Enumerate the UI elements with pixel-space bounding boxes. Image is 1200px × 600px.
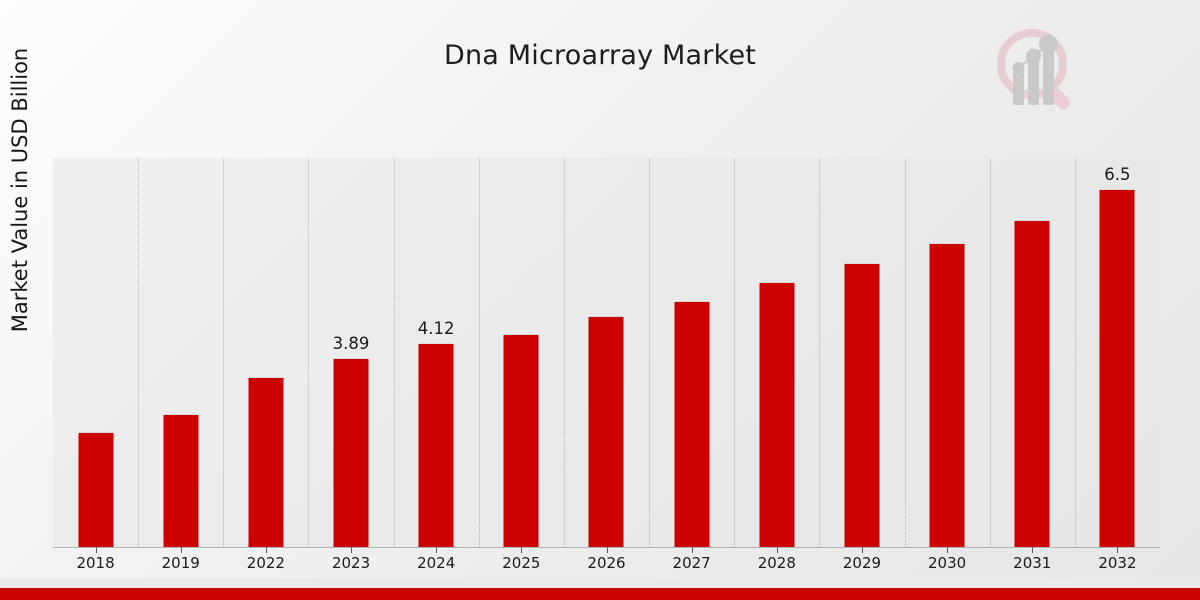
plot-area: 3.89 4.12 6.5: [53, 158, 1160, 547]
x-tick-2024: [436, 547, 437, 553]
x-tick-label-2025: 2025: [502, 554, 541, 572]
x-tick-label-2022: 2022: [246, 554, 285, 572]
bar-slot: [905, 158, 990, 547]
grid-line: [563, 158, 565, 547]
grid-line: [138, 158, 140, 547]
x-tick-2027: [692, 547, 693, 553]
x-tick-2025: [521, 547, 522, 553]
grid-line: [819, 158, 821, 547]
x-tick-2026: [607, 547, 608, 553]
bar-slot: [223, 158, 308, 547]
x-tick-label-2026: 2026: [587, 554, 626, 572]
x-tick-label-2031: 2031: [1013, 554, 1052, 572]
bar-value-label-2023: 3.89: [332, 334, 370, 354]
x-tick-label-2032: 2032: [1098, 554, 1137, 572]
bar-2026[interactable]: [588, 315, 624, 547]
bar-value-label-2024: 4.12: [417, 319, 455, 339]
bar-2023[interactable]: [333, 358, 369, 547]
y-axis-label: Market Value in USD Billion: [8, 47, 32, 333]
bar-2025[interactable]: [503, 333, 539, 547]
footer-accent-bar: [0, 588, 1200, 600]
bar-value-label-2032: 6.5: [1104, 165, 1131, 185]
x-tick-2023: [351, 547, 352, 553]
x-tick-2030: [947, 547, 948, 553]
bar-2029[interactable]: [844, 263, 880, 547]
bar-2019[interactable]: [163, 414, 199, 547]
x-tick-label-2030: 2030: [928, 554, 967, 572]
x-tick-label-2029: 2029: [842, 554, 882, 572]
bar-slot: [649, 158, 734, 547]
grid-line: [1074, 158, 1076, 547]
x-tick-2022: [266, 547, 267, 553]
grid-line: [393, 158, 395, 547]
x-tick-label-2024: 2024: [417, 554, 456, 572]
bar-2028[interactable]: [759, 281, 795, 547]
x-axis-line: [53, 547, 1160, 548]
magnifier-bar-chart-logo-icon: [985, 22, 1085, 117]
x-tick-label-2018: 2018: [76, 554, 115, 572]
grid-line: [649, 158, 651, 547]
x-tick-label-2023: 2023: [331, 554, 371, 572]
bar-2027[interactable]: [674, 300, 710, 547]
x-tick-2019: [181, 547, 182, 553]
x-tick-2032: [1117, 547, 1118, 553]
bar-slot: [53, 158, 138, 547]
grid-line: [734, 158, 736, 547]
bar-slot: [564, 158, 649, 547]
x-tick-2029: [862, 547, 863, 553]
x-tick-label-2019: 2019: [161, 554, 200, 572]
bar-2032[interactable]: [1099, 189, 1135, 547]
page-title: Dna Microarray Market: [443, 40, 757, 71]
bar-slot: [734, 158, 819, 547]
x-tick-label-2027: 2027: [672, 554, 711, 572]
grid-line: [223, 158, 225, 547]
bar-slot: 4.12: [394, 158, 479, 547]
x-tick-2031: [1032, 547, 1033, 553]
grid-line: [478, 158, 480, 547]
bar-slot: [479, 158, 564, 547]
footer-gap: [0, 578, 1200, 588]
x-tick-label-2028: 2028: [757, 554, 796, 572]
bar-2031[interactable]: [1014, 219, 1050, 547]
bar-2024[interactable]: [418, 343, 454, 547]
bar-2018[interactable]: [78, 432, 114, 547]
bar-slot: 3.89: [308, 158, 393, 547]
x-tick-2018: [96, 547, 97, 553]
bar-slot: [990, 158, 1075, 547]
x-tick-2028: [777, 547, 778, 553]
bar-slot: [138, 158, 223, 547]
bar-slot: [819, 158, 904, 547]
grid-line: [308, 158, 310, 547]
bar-2030[interactable]: [929, 242, 965, 547]
grid-line: [904, 158, 906, 547]
grid-line: [989, 158, 991, 547]
bar-slot: 6.5: [1075, 158, 1160, 547]
bar-2022[interactable]: [248, 377, 284, 547]
